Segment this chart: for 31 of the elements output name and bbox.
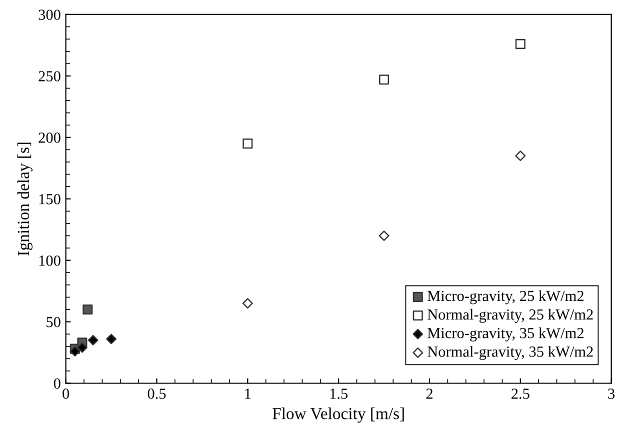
point	[242, 298, 253, 309]
legend-label: Micro-gravity, 35 kW/m2	[427, 327, 584, 342]
x-tick-label: 2	[426, 388, 432, 399]
y-tick-label: 150	[39, 194, 60, 204]
y-tick-label: 100	[39, 255, 60, 266]
y-axis-title: Ignition delay [s]	[17, 142, 32, 256]
point	[106, 334, 117, 344]
y-tick-label: 0	[54, 378, 60, 389]
x-tick-label: 1.5	[330, 388, 348, 399]
point	[82, 304, 93, 315]
y-tick-label: 200	[38, 132, 60, 143]
x-tick-label: 3	[608, 388, 615, 399]
y-tick-label: 250	[38, 71, 60, 82]
point	[242, 138, 253, 149]
y-tick-label: 50	[46, 316, 60, 328]
point	[70, 346, 80, 357]
point	[515, 38, 526, 50]
y-tick-label: 300	[38, 10, 60, 20]
point	[88, 334, 98, 346]
legend-label: Normal-gravity, 35 kW/m2	[427, 346, 593, 360]
legend-label: Micro-gravity, 25 kW/m2	[427, 290, 584, 304]
x-tick-label: 1	[245, 388, 251, 399]
legend-label: Normal-gravity, 25 kW/m2	[427, 308, 593, 323]
x-tick-label: 0	[62, 388, 70, 399]
point	[76, 342, 88, 353]
x-axis-title: Flow Velocity [m/s]	[272, 408, 404, 423]
point	[515, 150, 526, 162]
point	[378, 230, 390, 241]
point	[379, 74, 390, 85]
x-tick-label: 0.5	[148, 388, 166, 399]
x-tick-label: 2.5	[512, 388, 530, 399]
